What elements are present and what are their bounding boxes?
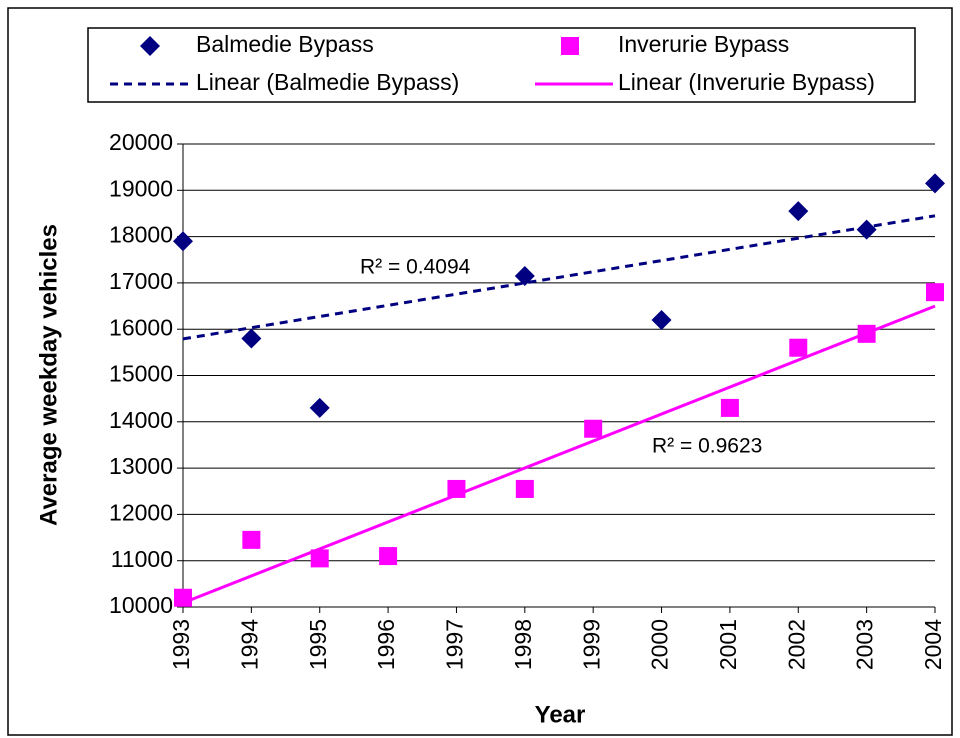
legend-marker bbox=[140, 36, 160, 56]
x-tick-label: 1994 bbox=[236, 619, 262, 670]
y-tick-label: 10000 bbox=[109, 592, 173, 618]
legend-label: Linear (Inverurie Bypass) bbox=[618, 69, 875, 95]
data-point bbox=[788, 201, 809, 222]
data-point bbox=[309, 397, 330, 418]
data-point bbox=[242, 530, 261, 549]
annotation: R² = 0.9623 bbox=[652, 435, 762, 458]
data-point bbox=[789, 338, 808, 357]
x-tick-label: 1999 bbox=[578, 619, 604, 670]
x-tick-label: 2001 bbox=[715, 619, 741, 670]
legend-label: Balmedie Bypass bbox=[196, 31, 374, 57]
x-tick-label: 1998 bbox=[510, 619, 536, 670]
data-point bbox=[515, 479, 534, 498]
data-point bbox=[926, 283, 944, 302]
data-point bbox=[173, 231, 193, 252]
legend-marker bbox=[561, 37, 579, 55]
y-tick-label: 19000 bbox=[109, 175, 173, 201]
y-tick-label: 12000 bbox=[109, 499, 173, 525]
x-tick-label: 1996 bbox=[373, 619, 399, 670]
x-tick-label: 2000 bbox=[647, 619, 673, 670]
y-tick-label: 14000 bbox=[109, 407, 173, 433]
x-tick-label: 2003 bbox=[852, 619, 878, 670]
legend-box bbox=[87, 27, 916, 103]
x-tick-label: 1997 bbox=[442, 619, 468, 670]
data-point bbox=[447, 479, 466, 498]
annotation: R² = 0.4094 bbox=[360, 256, 471, 279]
y-tick-label: 11000 bbox=[111, 546, 173, 572]
data-point bbox=[857, 324, 876, 343]
y-tick-label: 20000 bbox=[109, 129, 173, 155]
x-tick-label: 2002 bbox=[783, 619, 809, 670]
trendline bbox=[182, 304, 936, 605]
data-point bbox=[310, 549, 329, 568]
legend-label: Inverurie Bypass bbox=[618, 31, 789, 57]
data-point bbox=[241, 328, 262, 349]
data-point bbox=[856, 219, 877, 240]
y-tick-label: 18000 bbox=[109, 222, 173, 248]
trendline bbox=[182, 214, 936, 341]
data-point bbox=[720, 398, 739, 417]
data-point bbox=[174, 588, 192, 607]
x-tick-label: 1995 bbox=[305, 619, 331, 670]
legend-label: Linear (Balmedie Bypass) bbox=[196, 69, 459, 95]
x-tick-label: 1993 bbox=[168, 619, 194, 670]
data-point bbox=[584, 419, 603, 438]
data-point bbox=[514, 265, 535, 286]
y-tick-label: 17000 bbox=[109, 268, 173, 294]
data-point bbox=[379, 547, 398, 566]
y-tick-label: 15000 bbox=[109, 361, 173, 387]
x-tick-label: 2004 bbox=[920, 619, 946, 670]
x-axis-title: Year bbox=[535, 701, 586, 728]
y-tick-label: 16000 bbox=[109, 314, 173, 340]
y-tick-label: 13000 bbox=[109, 453, 173, 479]
data-point bbox=[651, 309, 672, 330]
y-axis-title: Average weekday vehicles bbox=[35, 224, 62, 526]
chart-border bbox=[7, 7, 953, 736]
data-point bbox=[925, 173, 945, 194]
